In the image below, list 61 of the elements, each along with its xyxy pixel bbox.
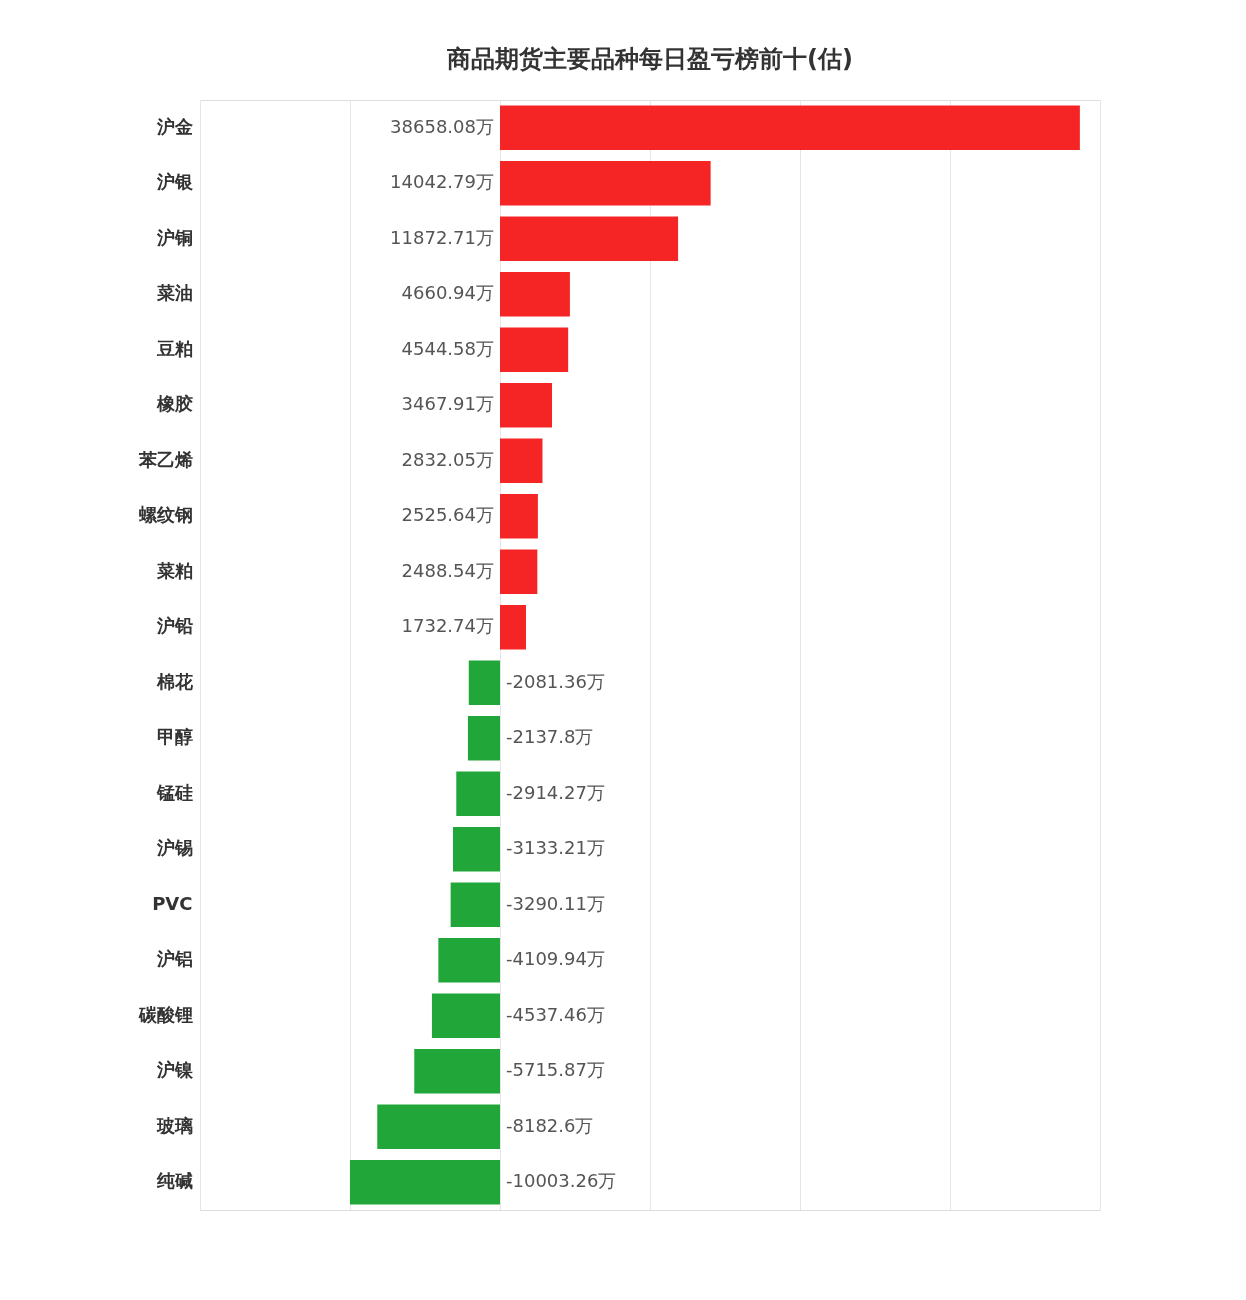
y-tick-label: 菜油: [155, 282, 193, 304]
bar: [453, 827, 500, 872]
bar: [468, 660, 500, 705]
data-label: 11872.71万: [390, 226, 494, 248]
bar: [500, 105, 1080, 150]
y-tick-label: 沪银: [155, 171, 194, 193]
data-label: -10003.26万: [506, 1170, 617, 1192]
data-label: 38658.08万: [390, 115, 494, 137]
bar: [414, 1049, 500, 1094]
bar: [349, 1160, 500, 1205]
y-tick-label: 沪铝: [155, 948, 193, 970]
y-tick-label: 棉花: [155, 670, 194, 692]
data-label: -2137.8万: [506, 726, 594, 748]
y-tick-label: 苯乙烯: [137, 448, 193, 470]
y-tick-label: 橡胶: [155, 393, 193, 415]
data-label: 14042.79万: [390, 171, 494, 193]
data-label: 4660.94万: [401, 282, 494, 304]
y-tick-label: PVC: [152, 892, 193, 914]
data-label: 1732.74万: [401, 615, 494, 637]
bar: [500, 327, 569, 372]
bar: [456, 771, 500, 816]
data-label: -3290.11万: [506, 892, 605, 914]
y-tick-label: 螺纹钢: [137, 504, 193, 526]
data-label: -4537.46万: [506, 1003, 605, 1025]
bar: [467, 716, 500, 761]
y-tick-label: 豆粕: [155, 337, 193, 359]
y-tick-label: 沪锡: [155, 837, 193, 859]
y-tick-label: 沪镍: [155, 1059, 194, 1081]
data-label: 2488.54万: [401, 559, 494, 581]
y-tick-label: 玻璃: [155, 1114, 193, 1136]
bar: [500, 605, 526, 650]
y-tick-label: 锰硅: [155, 781, 193, 803]
data-label: -2081.36万: [506, 670, 605, 692]
data-label: 2832.05万: [401, 448, 494, 470]
data-label: -5715.87万: [506, 1059, 605, 1081]
chart-title: 商品期货主要品种每日盈亏榜前十(估): [446, 45, 853, 73]
bar: [438, 938, 500, 983]
y-tick-label: 沪金: [155, 115, 193, 137]
bar: [500, 161, 711, 206]
bar: [431, 993, 500, 1038]
bar: [377, 1104, 500, 1149]
bar: [500, 438, 543, 483]
y-tick-label: 菜粕: [155, 559, 193, 581]
y-tick-label: 甲醇: [156, 726, 193, 748]
data-label: -2914.27万: [506, 781, 605, 803]
data-label: 2525.64万: [401, 504, 494, 526]
data-label: -4109.94万: [506, 948, 605, 970]
data-label: 4544.58万: [401, 337, 494, 359]
data-label: -8182.6万: [506, 1114, 594, 1136]
bar: [500, 272, 570, 317]
bar: [500, 383, 553, 428]
y-tick-label: 沪铜: [155, 226, 193, 248]
data-label: -3133.21万: [506, 837, 605, 859]
y-tick-label: 碳酸锂: [137, 1003, 193, 1025]
bar: [500, 216, 679, 261]
bar: [500, 494, 538, 539]
y-tick-label: 沪铅: [155, 615, 193, 637]
y-tick-label: 纯碱: [155, 1170, 193, 1192]
data-label: 3467.91万: [401, 393, 494, 415]
bar: [450, 882, 500, 927]
bar: [500, 549, 538, 594]
